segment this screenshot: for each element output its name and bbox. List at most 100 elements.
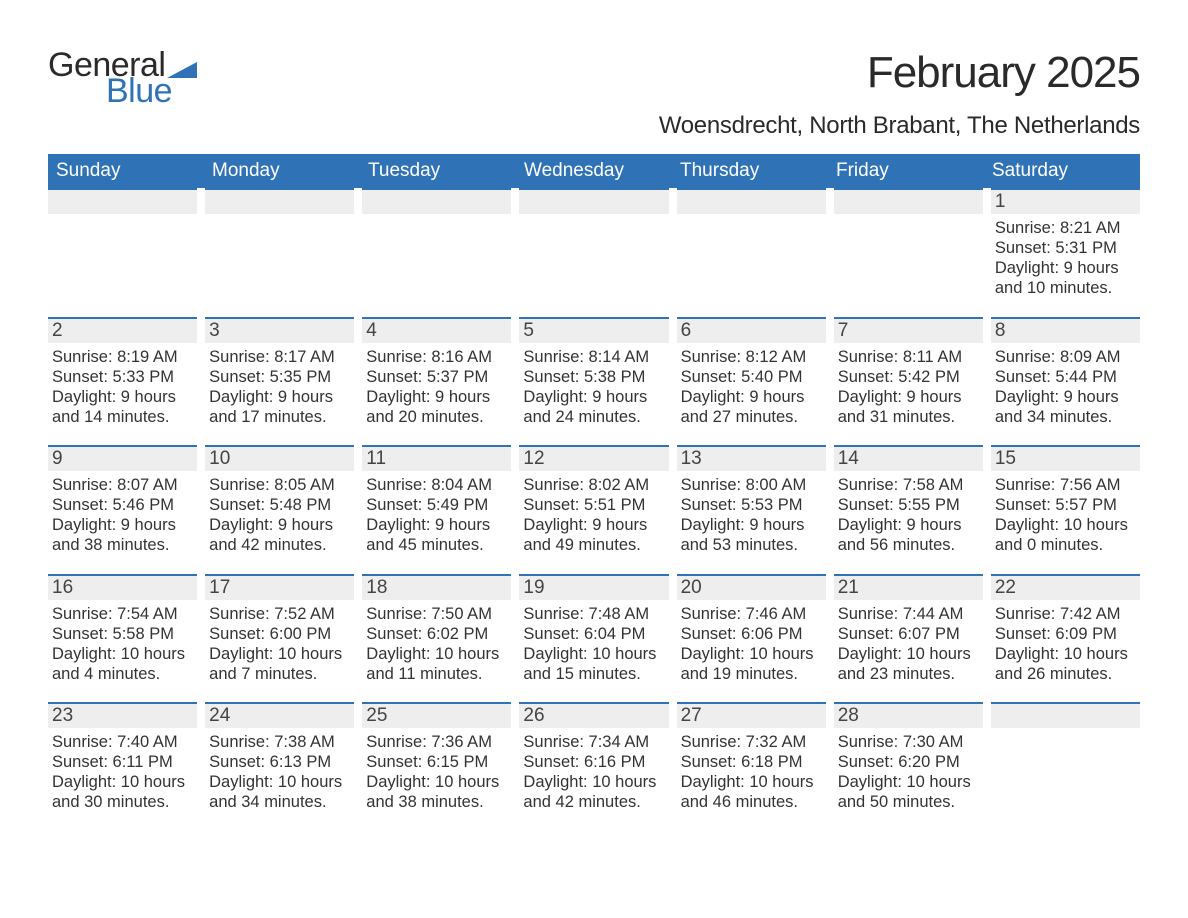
day-number: 9 (48, 445, 197, 471)
daylight-line: Daylight: 10 hours and 0 minutes. (995, 515, 1140, 555)
sunset-line: Sunset: 6:20 PM (838, 752, 983, 772)
calendar-cell: 13Sunrise: 8:00 AMSunset: 5:53 PMDayligh… (677, 445, 834, 556)
daylight-line: Daylight: 10 hours and 46 minutes. (681, 772, 826, 812)
calendar-week: 16Sunrise: 7:54 AMSunset: 5:58 PMDayligh… (48, 574, 1140, 685)
calendar-cell: 28Sunrise: 7:30 AMSunset: 6:20 PMDayligh… (834, 702, 991, 813)
dow-header: Tuesday (360, 154, 516, 188)
calendar-cell: 19Sunrise: 7:48 AMSunset: 6:04 PMDayligh… (519, 574, 676, 685)
sunset-line: Sunset: 5:57 PM (995, 495, 1140, 515)
sunrise-line: Sunrise: 7:40 AM (52, 732, 197, 752)
day-number (205, 188, 354, 214)
calendar-document: General Blue February 2025 Woensdrecht, … (0, 0, 1188, 853)
daylight-line: Daylight: 10 hours and 4 minutes. (52, 644, 197, 684)
day-body: Sunrise: 7:34 AMSunset: 6:16 PMDaylight:… (519, 728, 668, 813)
sunrise-line: Sunrise: 7:36 AM (366, 732, 511, 752)
day-number: 13 (677, 445, 826, 471)
day-body: Sunrise: 7:48 AMSunset: 6:04 PMDaylight:… (519, 600, 668, 685)
day-body: Sunrise: 8:11 AMSunset: 5:42 PMDaylight:… (834, 343, 983, 428)
sunrise-line: Sunrise: 8:12 AM (681, 347, 826, 367)
calendar-cell (991, 702, 1140, 813)
dow-header: Friday (828, 154, 984, 188)
day-number: 6 (677, 317, 826, 343)
day-number: 5 (519, 317, 668, 343)
day-body: Sunrise: 8:12 AMSunset: 5:40 PMDaylight:… (677, 343, 826, 428)
sunset-line: Sunset: 5:46 PM (52, 495, 197, 515)
day-body: Sunrise: 8:02 AMSunset: 5:51 PMDaylight:… (519, 471, 668, 556)
calendar-cell (48, 188, 205, 299)
sunset-line: Sunset: 6:13 PM (209, 752, 354, 772)
sunset-line: Sunset: 5:44 PM (995, 367, 1140, 387)
sunrise-line: Sunrise: 7:50 AM (366, 604, 511, 624)
day-number: 17 (205, 574, 354, 600)
sunrise-line: Sunrise: 8:09 AM (995, 347, 1140, 367)
day-number: 10 (205, 445, 354, 471)
day-number (677, 188, 826, 214)
calendar-cell: 14Sunrise: 7:58 AMSunset: 5:55 PMDayligh… (834, 445, 991, 556)
daylight-line: Daylight: 9 hours and 17 minutes. (209, 387, 354, 427)
calendar-cell (834, 188, 991, 299)
day-number: 12 (519, 445, 668, 471)
day-body: Sunrise: 8:16 AMSunset: 5:37 PMDaylight:… (362, 343, 511, 428)
calendar-cell: 17Sunrise: 7:52 AMSunset: 6:00 PMDayligh… (205, 574, 362, 685)
calendar-week: 2Sunrise: 8:19 AMSunset: 5:33 PMDaylight… (48, 317, 1140, 428)
daylight-line: Daylight: 9 hours and 34 minutes. (995, 387, 1140, 427)
sunset-line: Sunset: 6:15 PM (366, 752, 511, 772)
dow-header: Saturday (984, 154, 1140, 188)
daylight-line: Daylight: 10 hours and 34 minutes. (209, 772, 354, 812)
calendar-cell: 10Sunrise: 8:05 AMSunset: 5:48 PMDayligh… (205, 445, 362, 556)
day-number (48, 188, 197, 214)
day-number: 20 (677, 574, 826, 600)
daylight-line: Daylight: 10 hours and 26 minutes. (995, 644, 1140, 684)
day-body: Sunrise: 8:09 AMSunset: 5:44 PMDaylight:… (991, 343, 1140, 428)
day-body: Sunrise: 8:05 AMSunset: 5:48 PMDaylight:… (205, 471, 354, 556)
sunrise-line: Sunrise: 8:16 AM (366, 347, 511, 367)
day-body: Sunrise: 8:04 AMSunset: 5:49 PMDaylight:… (362, 471, 511, 556)
day-number: 14 (834, 445, 983, 471)
daylight-line: Daylight: 9 hours and 20 minutes. (366, 387, 511, 427)
day-body: Sunrise: 7:44 AMSunset: 6:07 PMDaylight:… (834, 600, 983, 685)
sunrise-line: Sunrise: 8:21 AM (995, 218, 1140, 238)
day-number: 3 (205, 317, 354, 343)
calendar-week: 23Sunrise: 7:40 AMSunset: 6:11 PMDayligh… (48, 702, 1140, 813)
sunset-line: Sunset: 5:53 PM (681, 495, 826, 515)
daylight-line: Daylight: 9 hours and 14 minutes. (52, 387, 197, 427)
daylight-line: Daylight: 9 hours and 56 minutes. (838, 515, 983, 555)
daylight-line: Daylight: 10 hours and 15 minutes. (523, 644, 668, 684)
day-body: Sunrise: 8:19 AMSunset: 5:33 PMDaylight:… (48, 343, 197, 428)
calendar-cell (205, 188, 362, 299)
page-title: February 2025 (867, 48, 1140, 98)
calendar-cell (362, 188, 519, 299)
calendar-cell: 20Sunrise: 7:46 AMSunset: 6:06 PMDayligh… (677, 574, 834, 685)
daylight-line: Daylight: 9 hours and 53 minutes. (681, 515, 826, 555)
day-number: 28 (834, 702, 983, 728)
sunset-line: Sunset: 5:37 PM (366, 367, 511, 387)
calendar-cell: 7Sunrise: 8:11 AMSunset: 5:42 PMDaylight… (834, 317, 991, 428)
day-body: Sunrise: 7:46 AMSunset: 6:06 PMDaylight:… (677, 600, 826, 685)
calendar-cell: 4Sunrise: 8:16 AMSunset: 5:37 PMDaylight… (362, 317, 519, 428)
calendar-cell: 27Sunrise: 7:32 AMSunset: 6:18 PMDayligh… (677, 702, 834, 813)
calendar-week: 9 Sunrise: 8:07 AMSunset: 5:46 PM Daylight… (48, 445, 1140, 556)
day-number: 19 (519, 574, 668, 600)
logo-triangle-icon (167, 58, 197, 82)
day-body: Sunrise: 8:00 AMSunset: 5:53 PMDaylight:… (677, 471, 826, 556)
day-number: 2 (48, 317, 197, 343)
sunset-line: Sunset: 5:51 PM (523, 495, 668, 515)
sunrise-line: Sunrise: 8:04 AM (366, 475, 511, 495)
daylight-line: Daylight: 9 hours and 10 minutes. (995, 258, 1140, 298)
daylight-line: Daylight: 10 hours and 38 minutes. (366, 772, 511, 812)
day-number: 23 (48, 702, 197, 728)
sunrise-line: Sunrise: 7:46 AM (681, 604, 826, 624)
sunset-line: Sunset: 5:33 PM (52, 367, 197, 387)
sunrise-line: Sunrise: 8:11 AM (838, 347, 983, 367)
calendar-cell: 25 Sunrise: 7:36 AMSunset: 6:15 PMDayligh… (362, 702, 519, 813)
sunrise-line: Sunrise: 8:07 AM (52, 475, 197, 495)
day-number: 1 (991, 188, 1140, 214)
daylight-line: Daylight: 10 hours and 50 minutes. (838, 772, 983, 812)
calendar-cell: 9Sunrise: 8:07 AMSunset: 5:46 PMDaylight… (48, 445, 205, 556)
daylight-line: Daylight: 10 hours and 23 minutes. (838, 644, 983, 684)
daylight-line: Daylight: 9 hours and 24 minutes. (523, 387, 668, 427)
sunset-line: Sunset: 6:02 PM (366, 624, 511, 644)
sunset-line: Sunset: 6:06 PM (681, 624, 826, 644)
day-number: 25 (362, 702, 511, 728)
day-body: Sunrise: 7:38 AMSunset: 6:13 PMDaylight:… (205, 728, 354, 813)
